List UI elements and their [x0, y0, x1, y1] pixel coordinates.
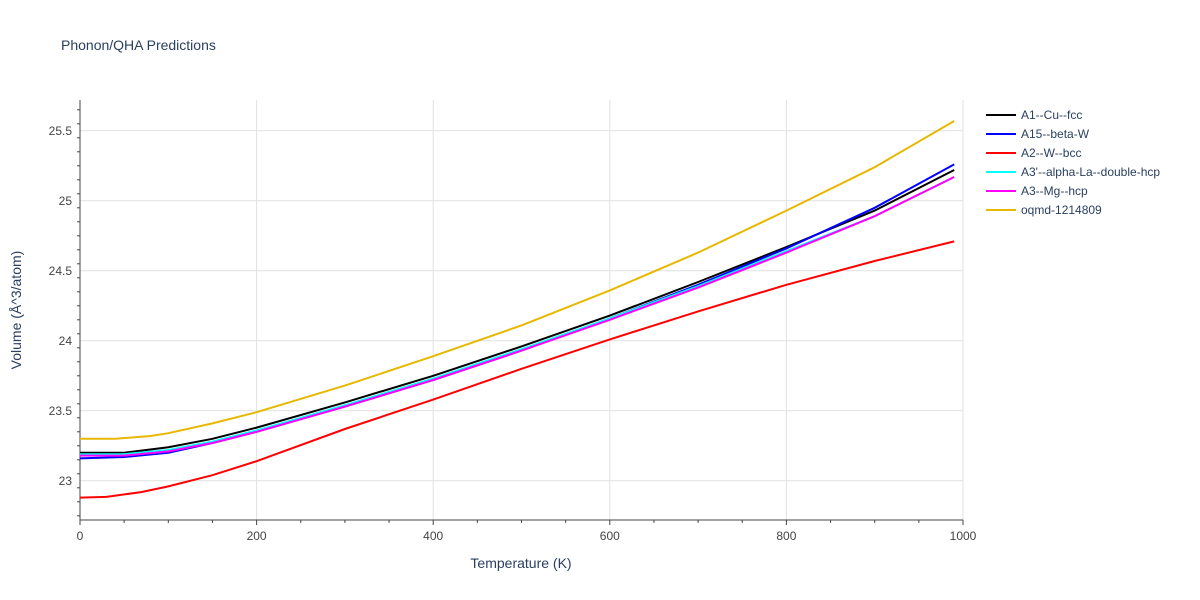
series-line — [80, 169, 955, 454]
x-axis-title: Temperature (K) — [470, 555, 571, 571]
series-line — [79, 240, 955, 499]
legend-label: A3'--alpha-La--double-hcp — [1021, 165, 1160, 179]
x-tick-label: 1000 — [950, 529, 977, 543]
legend-label: A1--Cu--fcc — [1021, 108, 1082, 122]
y-tick-label: 25 — [59, 194, 73, 208]
x-tick-label: 400 — [423, 529, 443, 543]
series-line — [80, 120, 955, 440]
legend-label: oqmd-1214809 — [1021, 203, 1102, 217]
axes — [77, 100, 964, 525]
x-tick-label: 0 — [77, 529, 84, 543]
y-tick-label: 23.5 — [49, 404, 73, 418]
y-tick-label: 25.5 — [49, 124, 73, 138]
y-tick-label: 23 — [59, 474, 73, 488]
grid — [80, 100, 964, 520]
legend-item[interactable]: A3'--alpha-La--double-hcp — [986, 165, 1160, 179]
legend-item[interactable]: oqmd-1214809 — [986, 203, 1102, 217]
series-line — [80, 176, 955, 456]
series-line — [79, 163, 955, 460]
x-tick-label: 200 — [247, 529, 267, 543]
legend-item[interactable]: A2--W--bcc — [986, 146, 1081, 160]
legend-label: A2--W--bcc — [1021, 146, 1081, 160]
y-tick-label: 24 — [59, 334, 73, 348]
x-tick-label: 600 — [600, 529, 620, 543]
tick-labels: 0 200 400 600 800 1000 23 23.5 24 24.5 25 25.5 — [49, 124, 977, 543]
y-tick-label: 24.5 — [49, 264, 73, 278]
legend-item[interactable]: A1--Cu--fcc — [986, 108, 1082, 122]
legend-label: A3--Mg--hcp — [1021, 184, 1088, 198]
legend-item[interactable]: A3--Mg--hcp — [986, 184, 1088, 198]
y-axis-title: Volume (Å^3/atom) — [8, 251, 24, 370]
legend-label: A15--beta-W — [1021, 127, 1090, 141]
x-tick-label: 800 — [776, 529, 796, 543]
series-line — [80, 176, 955, 457]
legend[interactable]: A1--Cu--fcc A15--beta-W A2--W--bcc A3'--alp… — [986, 108, 1160, 217]
series-lines — [79, 120, 955, 499]
legend-item[interactable]: A15--beta-W — [986, 127, 1090, 141]
chart-title: Phonon/QHA Predictions — [61, 37, 216, 53]
